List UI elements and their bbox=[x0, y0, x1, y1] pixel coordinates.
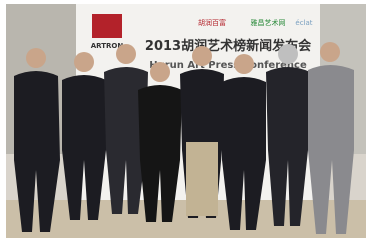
sponsor: 雅昌艺术网 bbox=[251, 18, 286, 27]
sponsor: éclat bbox=[295, 19, 312, 27]
person bbox=[180, 46, 224, 218]
photo: ARTRON 胡润百富 雅昌艺术网 éclat 2013胡润艺术榜新闻发布会 H… bbox=[0, 0, 372, 242]
sponsor: 胡润百富 bbox=[198, 18, 226, 27]
logo-mark bbox=[92, 14, 122, 38]
